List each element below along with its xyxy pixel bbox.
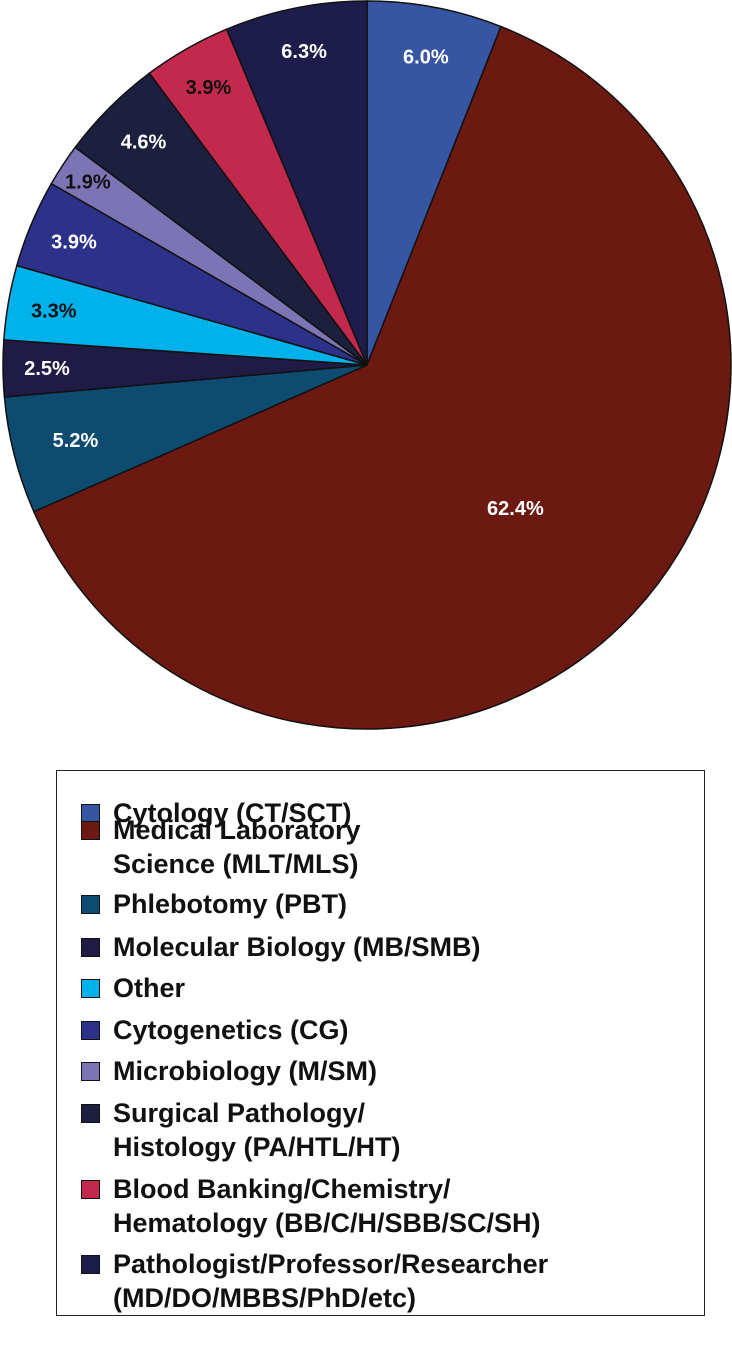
legend-label: Other — [113, 973, 186, 1003]
legend-label: Microbiology (M/SM) — [113, 1056, 377, 1086]
data-label: 6.0% — [403, 47, 449, 69]
legend-label: Medical Laboratory Science (MLT/MLS) — [113, 815, 361, 879]
legend-label: Pathologist/Professor/Researcher (MD/DO/… — [113, 1249, 549, 1313]
data-label: 4.6% — [121, 132, 167, 154]
legend-swatch — [81, 1104, 100, 1123]
legend-item: Cytology (CT/SCT) — [81, 796, 351, 830]
legend-label: Phlebotomy (PBT) — [113, 889, 347, 919]
data-label: 62.4% — [487, 498, 544, 520]
pie-slice — [366, 0, 502, 366]
legend-item: Pathologist/Professor/Researcher (MD/DO/… — [81, 1247, 548, 1315]
legend-swatch — [81, 895, 100, 914]
data-label: 2.5% — [24, 358, 70, 380]
legend-label: Cytology (CT/SCT) — [113, 798, 352, 828]
pie-chart: 6.0% 62.4% 5.2% 2.5% 3.3% 3.9% 1.9% 4.6% 3.9% 6.3… — [2, 0, 732, 730]
legend-swatch — [81, 1180, 100, 1199]
legend-label: Molecular Biology (MB/SMB) — [113, 932, 481, 962]
legend-item: Medical Laboratory Science (MLT/MLS) — [81, 813, 361, 881]
legend-label: Cytogenetics (CG) — [113, 1015, 349, 1045]
legend-label: Surgical Pathology/ Histology (PA/HTL/HT… — [113, 1098, 401, 1162]
legend-swatch — [81, 938, 100, 957]
data-label: 3.3% — [31, 300, 77, 322]
legend-swatch — [81, 979, 100, 998]
legend-item: Phlebotomy (PBT) — [81, 887, 347, 921]
data-label: 5.2% — [53, 430, 99, 452]
legend-swatch — [81, 1062, 100, 1081]
legend-item: Blood Banking/Chemistry/ Hematology (BB/… — [81, 1172, 541, 1240]
legend-item: Molecular Biology (MB/SMB) — [81, 930, 481, 964]
data-label: 3.9% — [51, 231, 97, 253]
legend-item: Surgical Pathology/ Histology (PA/HTL/HT… — [81, 1096, 400, 1164]
legend-label: Blood Banking/Chemistry/ Hematology (BB/… — [113, 1174, 541, 1238]
data-label: 1.9% — [65, 172, 111, 194]
pie-slice — [225, 0, 368, 366]
legend-swatch — [81, 1255, 100, 1274]
legend: Cytology (CT/SCT) Medical Laboratory Scie… — [56, 770, 705, 1316]
legend-item: Other — [81, 971, 185, 1005]
legend-item: Cytogenetics (CG) — [81, 1013, 349, 1047]
data-label: 6.3% — [281, 41, 327, 63]
legend-swatch — [81, 1021, 100, 1040]
legend-item: Microbiology (M/SM) — [81, 1054, 377, 1088]
legend-swatch — [81, 821, 100, 840]
pie-slice — [32, 25, 732, 730]
data-label: 3.9% — [186, 77, 232, 99]
